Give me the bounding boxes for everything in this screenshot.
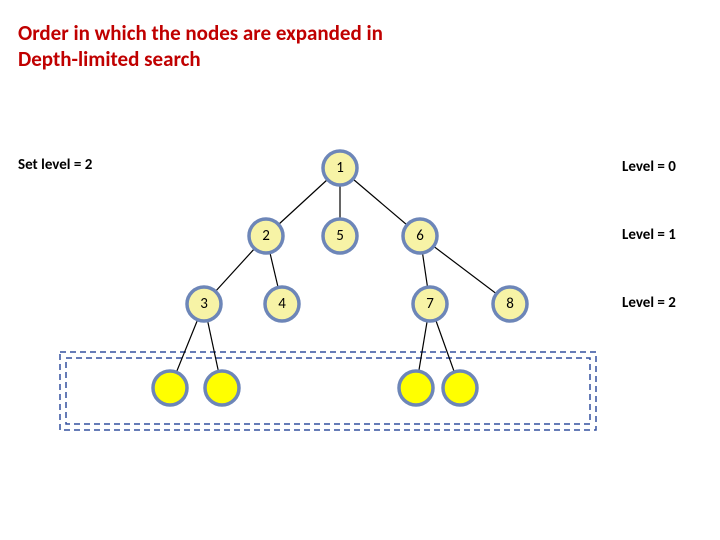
- tree-node-label: 4: [278, 295, 286, 313]
- tree-node-label: 5: [336, 227, 344, 245]
- tree-node-blank: [443, 371, 477, 405]
- tree-node-label: 7: [426, 295, 434, 313]
- tree-node-label: 6: [416, 227, 424, 245]
- cutoff-box-outer: [60, 352, 596, 430]
- tree-node-label: 8: [506, 295, 514, 313]
- tree-node-blank: [205, 371, 239, 405]
- tree-node-blank: [153, 371, 187, 405]
- cutoff-box-inner: [66, 358, 590, 424]
- tree-node-label: 1: [336, 159, 344, 177]
- tree-diagram: 1 2 5 6 3 4 7 8: [0, 0, 720, 540]
- tree-node-label: 2: [262, 227, 270, 245]
- tree-node-label: 3: [200, 295, 208, 313]
- tree-node-blank: [399, 371, 433, 405]
